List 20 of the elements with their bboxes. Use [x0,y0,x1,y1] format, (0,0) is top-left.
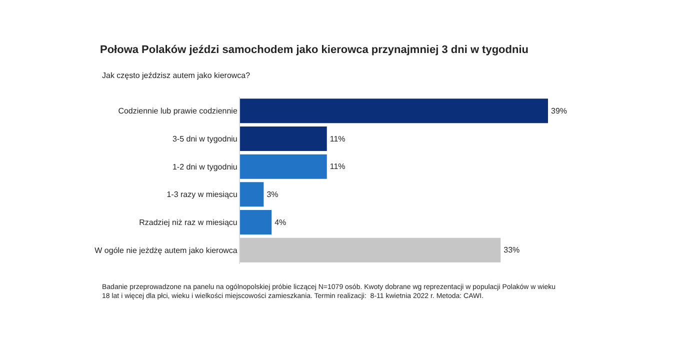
data-label: 11% [330,134,346,144]
y-tick-label: 1-2 dni w tygodniu [172,162,238,172]
bar [240,126,327,151]
y-tick-label: Codziennie lub prawie codziennie [118,106,238,116]
data-label: 39% [551,106,568,116]
bar [240,154,327,179]
data-label: 3% [266,190,278,199]
y-tick-label: 1-3 razy w miesiącu [166,190,238,200]
chart-title: Połowa Polaków jeździ samochodem jako kierowca przynajmniej 3 dni w tygodniu [100,44,528,56]
data-label: 4% [274,218,286,227]
chart-subtitle: Jak często jeździsz autem jako kierowca? [102,71,251,80]
data-label: 11% [330,162,346,172]
y-tick-label: 3-5 dni w tygodniu [172,134,238,144]
y-tick-label: W ogóle nie jeżdżę autem jako kierowca [94,246,238,255]
bar [240,210,272,234]
bar [240,98,548,124]
bar [240,182,264,207]
data-label: 33% [504,246,520,255]
y-tick-label: Rzadziej niż raz w miesiącu [139,218,238,228]
bar [240,238,501,262]
